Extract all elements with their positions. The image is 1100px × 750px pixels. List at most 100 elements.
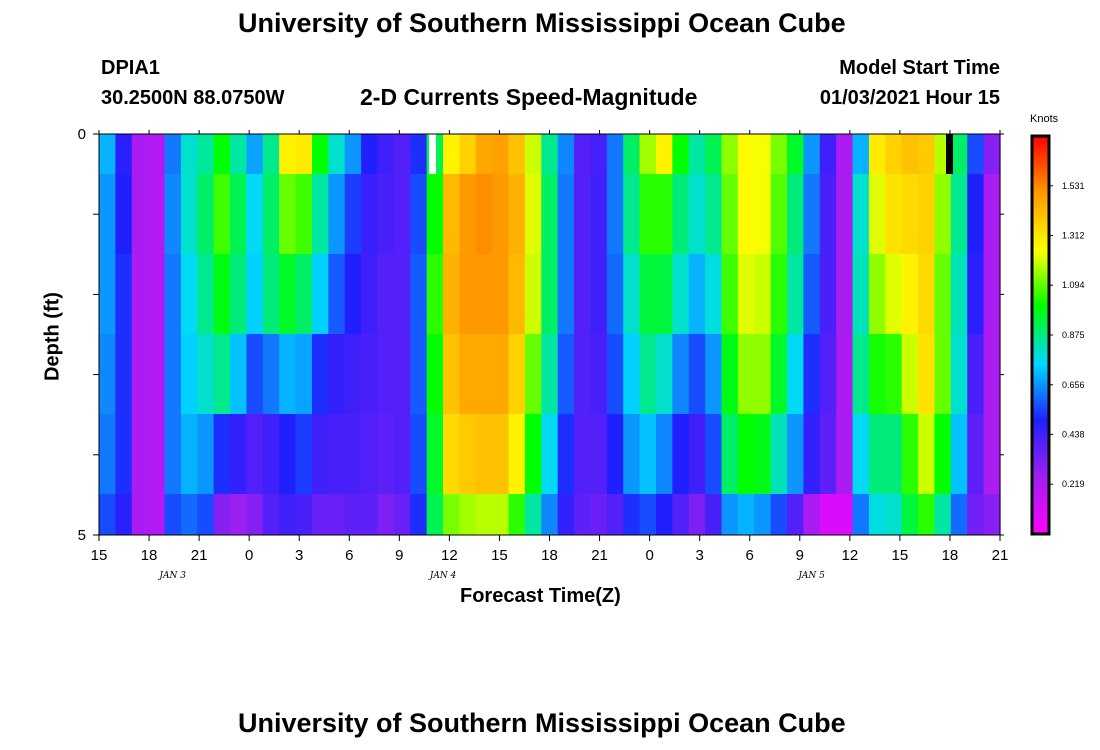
heatmap-cell (901, 414, 919, 494)
heatmap-cell (279, 414, 297, 494)
x-axis-label: Forecast Time(Z) (460, 585, 621, 607)
heatmap-cell (705, 494, 723, 535)
heatmap-cell (426, 334, 444, 414)
x-tick-label: 6 (345, 547, 353, 564)
heatmap-cell (639, 334, 657, 414)
heatmap-cell (148, 494, 166, 535)
heatmap-cell (655, 174, 673, 254)
heatmap-cell (197, 254, 215, 334)
heatmap-cell (688, 134, 706, 174)
heatmap-cell (410, 414, 428, 494)
x-tick-label: 6 (746, 547, 754, 564)
heatmap-cell (230, 334, 248, 414)
heatmap-cell (164, 414, 182, 494)
heatmap-cell (426, 414, 444, 494)
heatmap-cell (295, 494, 313, 535)
x-tick-label: 15 (892, 547, 909, 564)
heatmap-cell (819, 494, 837, 535)
white-marker (429, 134, 436, 174)
heatmap-cell (262, 414, 280, 494)
heatmap-cell (737, 174, 755, 254)
heatmap-cell (115, 134, 133, 174)
heatmap-cell (623, 174, 641, 254)
heatmap-cell (443, 334, 460, 414)
heatmap-cell (852, 414, 870, 494)
heatmap-cell (606, 494, 624, 535)
heatmap-cell (328, 334, 346, 414)
heatmap-cell (983, 174, 1001, 254)
heatmap-cell (983, 414, 1001, 494)
heatmap-cell (279, 134, 297, 174)
heatmap-cell (475, 134, 493, 174)
heatmap-cell (197, 494, 215, 535)
day-label: JAN 3 (157, 571, 186, 581)
heatmap-cell (934, 414, 952, 494)
heatmap-cell (492, 134, 510, 174)
heatmap-cell (737, 254, 755, 334)
heatmap-cell (705, 134, 723, 174)
x-tick-label: 9 (796, 547, 804, 564)
heatmap-cell (836, 334, 854, 414)
heatmap-cell (885, 334, 903, 414)
heatmap-cell (508, 494, 526, 535)
heatmap-cell (541, 494, 559, 535)
heatmap-cell (246, 174, 264, 254)
heatmap-cell (361, 494, 379, 535)
heatmap-cell (115, 414, 133, 494)
heatmap-cell (426, 494, 444, 535)
heatmap-cell (311, 414, 329, 494)
heatmap-cell (148, 134, 166, 174)
heatmap-cell (148, 254, 166, 334)
heatmap-cell (541, 174, 559, 254)
heatmap-cell (901, 254, 919, 334)
heatmap-cell (852, 134, 870, 174)
heatmap-cell (885, 414, 903, 494)
heatmap-cell (213, 494, 231, 535)
heatmap-cell (737, 414, 755, 494)
heatmap-cell (557, 334, 575, 414)
heatmap-cell (459, 334, 477, 414)
heatmap-cell (131, 174, 149, 254)
heatmap-cell (852, 174, 870, 254)
heatmap-cell (672, 174, 690, 254)
heatmap-cell (639, 174, 657, 254)
heatmap-cell (115, 254, 133, 334)
heatmap-cell (99, 494, 116, 535)
heatmap-cell (131, 494, 149, 535)
heatmap-cell (950, 174, 968, 254)
heatmap-cell (197, 134, 215, 174)
x-tick-label: 3 (295, 547, 303, 564)
heatmap-cell (754, 254, 772, 334)
heatmap-cell (393, 494, 411, 535)
heatmap-cell (180, 494, 198, 535)
heatmap-cell (164, 134, 182, 174)
heatmap-cell (639, 494, 657, 535)
heatmap-cell (344, 174, 362, 254)
heatmap-cell (524, 174, 542, 254)
heatmap-cell (279, 334, 297, 414)
heatmap-cell (557, 174, 575, 254)
heatmap-cell (787, 254, 805, 334)
heatmap-cell (426, 254, 444, 334)
heatmap-cell (934, 174, 952, 254)
heatmap-cell (295, 334, 313, 414)
heatmap-cell (983, 134, 1001, 174)
x-tick-label: 18 (141, 547, 158, 564)
heatmap-cell (574, 414, 592, 494)
heatmap-cell (197, 414, 215, 494)
heatmap-cell (967, 174, 985, 254)
heatmap-cell (655, 254, 673, 334)
heatmap-cell (115, 334, 133, 414)
heatmap-cell (180, 414, 198, 494)
heatmap-cell (574, 134, 592, 174)
heatmap-cell (328, 414, 346, 494)
heatmap-cell (737, 334, 755, 414)
x-tick-label: 12 (841, 547, 858, 564)
heatmap-cell (164, 174, 182, 254)
heatmap-cell (99, 254, 116, 334)
heatmap-cell (803, 494, 821, 535)
heatmap-cell (344, 134, 362, 174)
heatmap-cell (197, 334, 215, 414)
heatmap-cell (934, 254, 952, 334)
day-label: JAN 5 (796, 571, 825, 581)
